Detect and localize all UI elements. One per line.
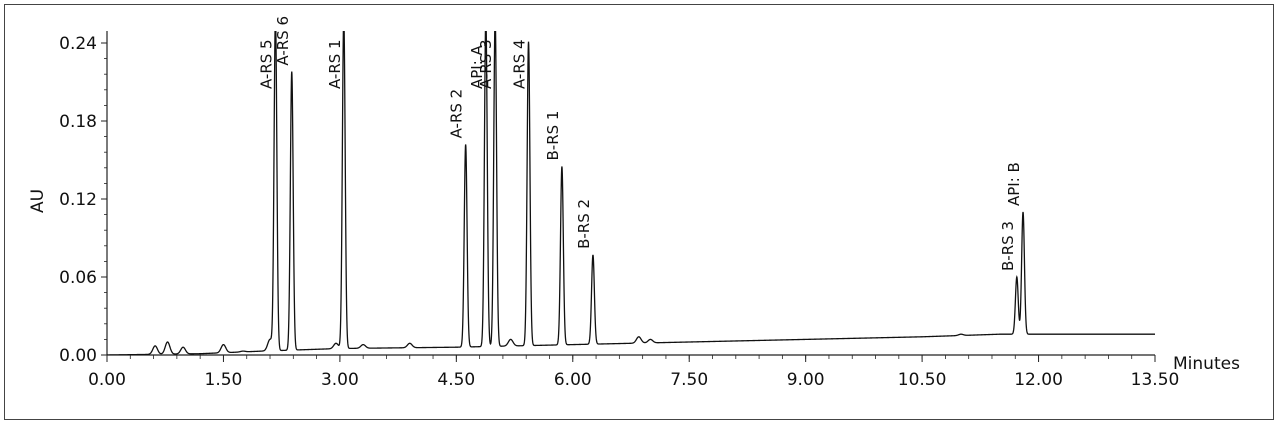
- peak-label: A-RS 6: [274, 16, 292, 66]
- peak-label: B-RS 3: [999, 221, 1017, 271]
- y-axis-title: AU: [28, 189, 48, 213]
- x-tick-label: 6.00: [554, 370, 592, 390]
- y-tick-label: 0.24: [59, 34, 97, 54]
- x-tick-label: 7.50: [670, 370, 708, 390]
- peak-label: A-RS 5: [258, 39, 276, 89]
- x-tick-label: 9.00: [787, 370, 825, 390]
- chromatogram-trace: [107, 31, 1155, 355]
- x-axis-title: Minutes: [1173, 354, 1240, 374]
- peak-label: A-RS 3: [477, 39, 495, 89]
- axes: 0.00 0.06 0.12 0.18 0.24 0.00 1.50 3.00 4.50 6.00…: [59, 31, 1179, 390]
- x-tick-label: 0.00: [88, 370, 126, 390]
- peak-label: API: B: [1005, 162, 1023, 206]
- y-tick-label: 0.06: [59, 268, 97, 288]
- peak-label: API: A: [468, 44, 486, 89]
- x-tick-label: 13.50: [1131, 370, 1180, 390]
- chromatogram-chart: 0.00 0.06 0.12 0.18 0.24 0.00 1.50 3.00 4.50 6.00…: [28, 16, 1240, 390]
- peak-label: A-RS 2: [448, 89, 466, 139]
- peak-label: B-RS 1: [544, 111, 562, 161]
- chart-frame: 0.00 0.06 0.12 0.18 0.24 0.00 1.50 3.00 4.50 6.00…: [4, 4, 1274, 420]
- peak-label: A-RS 4: [511, 39, 529, 89]
- x-tick-label: 1.50: [205, 370, 243, 390]
- y-tick-label: 0.00: [59, 346, 97, 366]
- x-tick-label: 4.50: [437, 370, 475, 390]
- y-tick-label: 0.18: [59, 112, 97, 132]
- y-tick-label: 0.12: [59, 190, 97, 210]
- x-tick-label: 10.50: [898, 370, 947, 390]
- peak-label: B-RS 2: [575, 199, 593, 249]
- trace-layer: [107, 31, 1155, 355]
- x-tick-label: 3.00: [321, 370, 359, 390]
- x-tick-label: 12.00: [1014, 370, 1063, 390]
- peak-label: A-RS 1: [326, 39, 344, 89]
